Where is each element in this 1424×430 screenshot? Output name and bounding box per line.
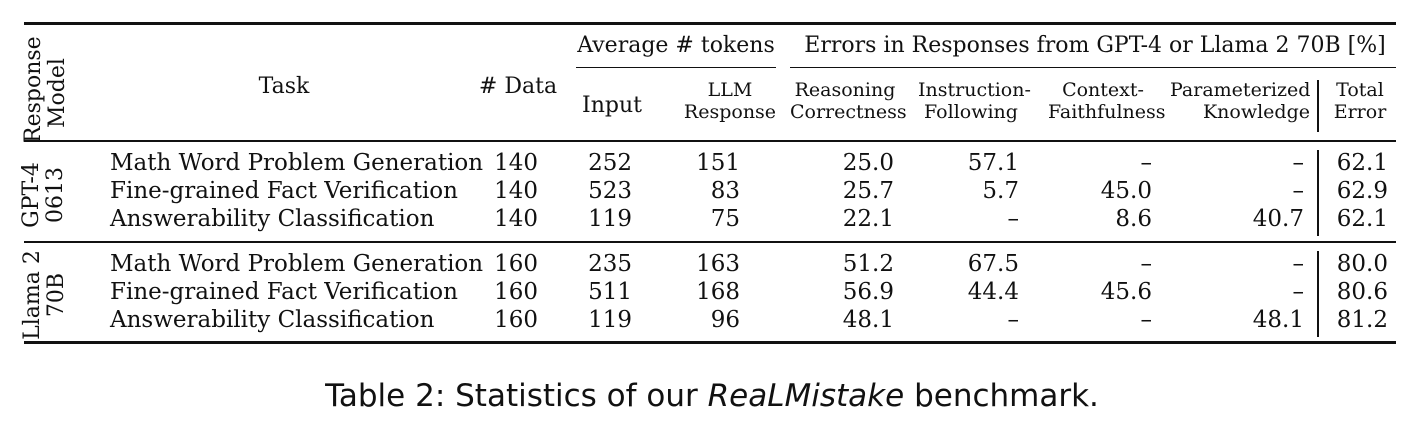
llama-model-label: Llama 2 70B <box>20 250 70 340</box>
cell-resp: 168 <box>696 279 740 305</box>
cell-total: 62.1 <box>1336 150 1388 176</box>
errors-cmidrule <box>790 67 1396 69</box>
avg-tokens-cmidrule <box>576 67 776 69</box>
cell-param: – <box>1292 251 1305 277</box>
cell-resp: 75 <box>710 206 740 232</box>
response-model-header: Response Model <box>21 36 71 143</box>
total-separator-header <box>1317 80 1319 132</box>
cell-total: 62.1 <box>1336 206 1388 232</box>
input-header: Input <box>582 93 642 118</box>
cell-instruction: 44.4 <box>967 279 1019 305</box>
cell-context: 8.6 <box>1115 206 1152 232</box>
instruction-header: Instruction- Following <box>918 79 1031 123</box>
cell-total: 62.9 <box>1336 178 1388 204</box>
cell-reasoning: 25.0 <box>842 150 894 176</box>
table-caption: Table 2: Statistics of our ReaLMistake b… <box>0 378 1424 414</box>
cell-context: – <box>1140 251 1153 277</box>
cell-instruction: 67.5 <box>967 251 1019 277</box>
cell-input: 511 <box>588 279 632 305</box>
total-error-header: Total Error <box>1333 79 1387 123</box>
statistics-table: Response Model Task # Data Average # tok… <box>19 22 1396 344</box>
cell-input: 119 <box>588 307 632 333</box>
cell-task: Fine-grained Fact Verification <box>110 178 458 204</box>
cell-input: 523 <box>588 178 632 204</box>
cell-context: 45.6 <box>1100 279 1152 305</box>
cell-reasoning: 48.1 <box>842 307 894 333</box>
avg-tokens-header: Average # tokens <box>577 33 775 58</box>
reasoning-header: Reasoning Correctness <box>790 79 907 123</box>
cell-param: – <box>1292 150 1305 176</box>
cell-instruction: – <box>1007 206 1020 232</box>
caption-suffix: benchmark. <box>904 378 1099 414</box>
caption-benchmark-name: ReaLMistake <box>707 378 905 414</box>
cell-resp: 151 <box>696 150 740 176</box>
cell-instruction: – <box>1007 307 1020 333</box>
total-separator-llama <box>1317 251 1319 337</box>
llm-response-header: LLM Response <box>683 79 777 123</box>
cell-param: – <box>1292 279 1305 305</box>
cell-data: 160 <box>494 307 538 333</box>
cell-data: 140 <box>494 150 538 176</box>
data-count-header: # Data <box>478 74 558 99</box>
cell-task: Answerability Classification <box>110 206 435 232</box>
cell-context: – <box>1140 307 1153 333</box>
cell-context: – <box>1140 150 1153 176</box>
cell-data: 140 <box>494 206 538 232</box>
parameterized-header: Parameterized Knowledge <box>1170 79 1311 123</box>
context-header: Context- Faithfulness <box>1048 79 1166 123</box>
cell-task: Math Word Problem Generation <box>110 150 484 176</box>
cell-reasoning: 51.2 <box>842 251 894 277</box>
header-rule <box>24 140 1396 142</box>
cell-resp: 163 <box>696 251 740 277</box>
cell-instruction: 57.1 <box>967 150 1019 176</box>
cell-reasoning: 56.9 <box>842 279 894 305</box>
cell-reasoning: 25.7 <box>842 178 894 204</box>
cell-input: 119 <box>588 206 632 232</box>
total-separator-gpt4 <box>1317 150 1319 236</box>
cell-task: Math Word Problem Generation <box>110 251 484 277</box>
cell-reasoning: 22.1 <box>842 206 894 232</box>
caption-prefix: Table 2: Statistics of our <box>325 378 708 414</box>
top-rule <box>24 22 1396 25</box>
gpt4-model-label: GPT-4 0613 <box>19 162 69 228</box>
cell-context: 45.0 <box>1100 178 1152 204</box>
cell-task: Fine-grained Fact Verification <box>110 279 458 305</box>
cell-instruction: 5.7 <box>982 178 1019 204</box>
cell-param: 48.1 <box>1252 307 1304 333</box>
cell-param: – <box>1292 178 1305 204</box>
cell-data: 160 <box>494 279 538 305</box>
cell-input: 252 <box>588 150 632 176</box>
cell-resp: 83 <box>710 178 740 204</box>
task-header: Task <box>258 74 310 99</box>
cell-data: 160 <box>494 251 538 277</box>
cell-data: 140 <box>494 178 538 204</box>
bottom-rule <box>24 341 1396 344</box>
cell-total: 80.0 <box>1336 251 1388 277</box>
cell-param: 40.7 <box>1252 206 1304 232</box>
cell-total: 80.6 <box>1336 279 1388 305</box>
cell-total: 81.2 <box>1336 307 1388 333</box>
errors-group-header: Errors in Responses from GPT-4 or Llama … <box>804 33 1386 58</box>
cell-input: 235 <box>588 251 632 277</box>
cell-task: Answerability Classification <box>110 307 435 333</box>
group-rule <box>24 241 1396 243</box>
cell-resp: 96 <box>710 307 740 333</box>
